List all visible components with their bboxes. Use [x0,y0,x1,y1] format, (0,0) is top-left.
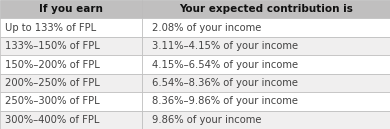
Bar [0,92,142,111]
Bar [0,18,142,37]
Text: Your expected contribution is: Your expected contribution is [179,4,353,14]
Text: If you earn: If you earn [39,4,103,14]
Text: 6.54%–8.36% of your income: 6.54%–8.36% of your income [152,78,298,88]
Bar [0,74,142,92]
Bar [142,92,390,111]
Bar [142,37,390,55]
Bar [142,0,390,18]
Text: 2.08% of your income: 2.08% of your income [152,23,261,33]
Bar [142,74,390,92]
Bar [142,55,390,74]
Text: Up to 133% of FPL: Up to 133% of FPL [5,23,96,33]
Text: 150%–200% of FPL: 150%–200% of FPL [5,59,99,70]
Bar [142,18,390,37]
Text: 250%–300% of FPL: 250%–300% of FPL [5,96,99,106]
Text: 8.36%–9.86% of your income: 8.36%–9.86% of your income [152,96,298,106]
Text: 133%–150% of FPL: 133%–150% of FPL [5,41,99,51]
Text: 300%–400% of FPL: 300%–400% of FPL [5,115,99,125]
Bar [0,0,142,18]
Bar [0,37,142,55]
Bar [0,55,142,74]
Text: 9.86% of your income: 9.86% of your income [152,115,262,125]
Text: 200%–250% of FPL: 200%–250% of FPL [5,78,99,88]
Text: 3.11%–4.15% of your income: 3.11%–4.15% of your income [152,41,298,51]
Bar [142,111,390,129]
Bar [0,111,142,129]
Text: 4.15%–6.54% of your income: 4.15%–6.54% of your income [152,59,298,70]
